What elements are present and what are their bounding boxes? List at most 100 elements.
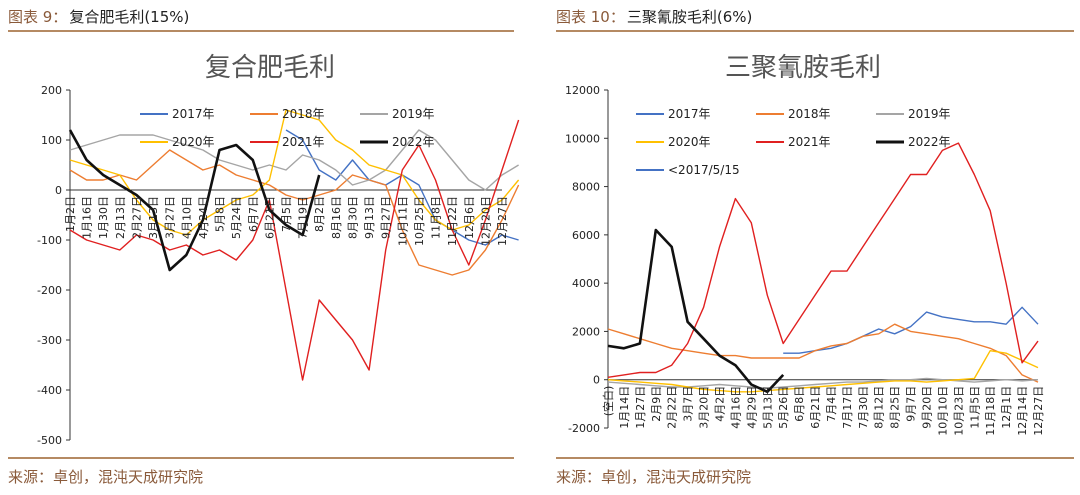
right-x-tick-label-3: 2月9日 — [650, 386, 663, 422]
left-x-tick-label-16: 8月16日 — [330, 196, 343, 239]
right-x-tick-label-12: 6月8日 — [793, 386, 806, 422]
right-x-tick-label-14: 7月4日 — [825, 386, 838, 422]
right-series-line-5 — [607, 228, 785, 394]
melamine-margin-chart: 三聚氰胺毛利 12000 10000 8000 6000 4000 2000 0 -2000(空… — [565, 53, 1045, 436]
right-figure-number: 图表 10： — [556, 8, 625, 26]
left-y-tick-label-5: -300 — [37, 334, 62, 347]
right-x-tick-label-27: 12月27日 — [1032, 386, 1045, 436]
right-y-tick-label-5: 2000 — [572, 325, 600, 338]
left-series-line-2 — [69, 129, 519, 191]
right-bottom-divider — [556, 457, 1074, 459]
left-x-tick-label-0: 1月2日 — [64, 196, 77, 232]
left-x-tick-label-7: 4月10日 — [180, 196, 193, 239]
left-x-tick-label-11: 6月7日 — [247, 196, 260, 232]
right-x-tick-label-1: 1月14日 — [618, 386, 631, 429]
right-x-tick-label-13: 6月21日 — [809, 386, 822, 429]
left-x-tick-label-10: 5月24日 — [230, 196, 243, 239]
right-legend-label-1: 2018年 — [788, 107, 831, 121]
left-y-tick-label-1: 100 — [41, 134, 62, 147]
left-y-tick-label-3: -100 — [37, 234, 62, 247]
right-y-tick-label-0: 12000 — [565, 84, 600, 97]
left-x-tick-label-15: 8月2日 — [313, 196, 326, 232]
right-x-tick-label-17: 8月12日 — [873, 386, 886, 429]
left-bottom-divider — [8, 457, 514, 459]
left-x-tick-label-6: 3月27日 — [164, 196, 177, 239]
left-chart-title: 复合肥毛利 — [205, 53, 335, 83]
left-legend-label-4: 2021年 — [282, 135, 325, 149]
left-series-line-1 — [69, 149, 520, 276]
left-x-tick-label-19: 9月27日 — [380, 196, 393, 239]
left-x-tick-label-23: 11月22日 — [446, 196, 459, 246]
right-figure-caption: 图表 10： 三聚氰胺毛利(6%) — [556, 6, 752, 27]
left-x-tick-label-25: 12月20日 — [479, 196, 492, 246]
left-legend-label-2: 2019年 — [392, 107, 435, 121]
left-x-tick-label-20: 10月11日 — [396, 196, 409, 246]
left-y-tick-label-2: 0 — [55, 184, 62, 197]
right-figure-title: 三聚氰胺毛利(6%) — [626, 8, 753, 26]
right-x-tick-label-2: 1月27日 — [634, 386, 647, 429]
right-legend-label-6: <2017/5/15 — [668, 163, 740, 177]
left-x-tick-label-17: 8月30日 — [347, 196, 360, 239]
right-x-tick-label-20: 9月20日 — [921, 386, 934, 429]
right-y-tick-label-7: -2000 — [568, 422, 600, 435]
right-x-tick-label-11: 5月26日 — [777, 386, 790, 429]
right-figure-panel: 图表 10： 三聚氰胺毛利(6%) 三聚氰胺毛利 12000 10000 8000 600… — [548, 0, 1080, 495]
left-x-tick-label-8: 4月24日 — [197, 196, 210, 239]
right-x-tick-label-10: 5月13日 — [761, 386, 774, 429]
left-x-tick-label-1: 1月16日 — [81, 196, 94, 239]
right-top-divider — [556, 30, 1074, 32]
left-series-line-5 — [68, 129, 321, 272]
right-x-tick-label-25: 12月1日 — [1000, 386, 1013, 429]
right-x-tick-label-4: 2月22日 — [666, 386, 679, 429]
left-x-tick-label-13: 7月5日 — [280, 196, 293, 232]
right-x-tick-label-7: 4月2日 — [714, 386, 727, 422]
right-chart-title: 三聚氰胺毛利 — [725, 53, 881, 83]
right-series-line-2 — [607, 377, 1039, 389]
left-series-line-4 — [69, 119, 520, 381]
right-legend-label-4: 2021年 — [788, 135, 831, 149]
left-legend-label-1: 2018年 — [282, 107, 325, 121]
right-source-note: 来源：卓创，混沌天成研究院 — [556, 468, 752, 486]
left-x-tick-label-18: 9月13日 — [363, 196, 376, 239]
right-x-tick-label-6: 3月20日 — [698, 386, 711, 429]
left-x-tick-label-5: 3月13日 — [147, 196, 160, 239]
left-legend-label-0: 2017年 — [172, 107, 215, 121]
right-x-tick-label-15: 7月17日 — [841, 386, 854, 429]
right-x-tick-label-24: 11月18日 — [984, 386, 997, 436]
left-y-tick-label-0: 200 — [41, 84, 62, 97]
left-legend-label-5: 2022年 — [392, 135, 435, 149]
left-figure-title: 复合肥毛利(15%) — [69, 8, 190, 26]
right-series-line-1 — [607, 323, 1039, 383]
left-x-tick-label-2: 1月30日 — [97, 196, 110, 239]
left-x-tick-label-24: 12月6日 — [463, 196, 476, 239]
left-figure-number: 图表 9： — [8, 8, 68, 26]
compound-fertilizer-margin-chart: 复合肥毛利 200 100 0 -100 -200 -300 -400 -500 1月2日 1月16… — [37, 53, 520, 447]
right-x-tick-label-22: 10月23日 — [952, 386, 965, 436]
right-x-tick-label-23: 11月5日 — [968, 386, 981, 429]
left-x-tick-label-26: 12月27日 — [496, 196, 509, 246]
left-x-tick-label-4: 2月27日 — [131, 196, 144, 239]
right-legend-label-0: 2017年 — [668, 107, 711, 121]
left-legend-label-3: 2020年 — [172, 135, 215, 149]
left-figure-caption: 图表 9： 复合肥毛利(15%) — [8, 6, 189, 27]
right-x-tick-label-5: 3月7日 — [682, 386, 695, 422]
left-x-tick-label-9: 5月8日 — [214, 196, 227, 232]
right-y-tick-label-4: 4000 — [572, 277, 600, 290]
right-y-tick-label-1: 10000 — [565, 132, 600, 145]
left-x-tick-label-21: 10月25日 — [413, 196, 426, 246]
right-x-tick-label-21: 10月10日 — [936, 386, 949, 436]
right-y-tick-label-3: 6000 — [572, 229, 600, 242]
right-x-tick-label-16: 7月30日 — [857, 386, 870, 429]
right-x-tick-label-19: 9月7日 — [905, 386, 918, 422]
left-y-tick-label-7: -500 — [37, 434, 62, 447]
right-legend-label-3: 2020年 — [668, 135, 711, 149]
left-x-tick-label-22: 11月8日 — [430, 196, 443, 239]
right-series-line-0 — [783, 306, 1039, 354]
right-x-tick-label-26: 12月14日 — [1016, 386, 1029, 436]
left-y-tick-label-4: -200 — [37, 284, 62, 297]
right-x-tick-label-8: 4月16日 — [729, 386, 742, 429]
left-x-tick-label-3: 2月13日 — [114, 196, 127, 239]
right-y-tick-label-6: 0 — [593, 374, 600, 387]
right-legend-label-2: 2019年 — [908, 107, 951, 121]
left-x-tick-label-12: 6月21日 — [263, 196, 276, 239]
